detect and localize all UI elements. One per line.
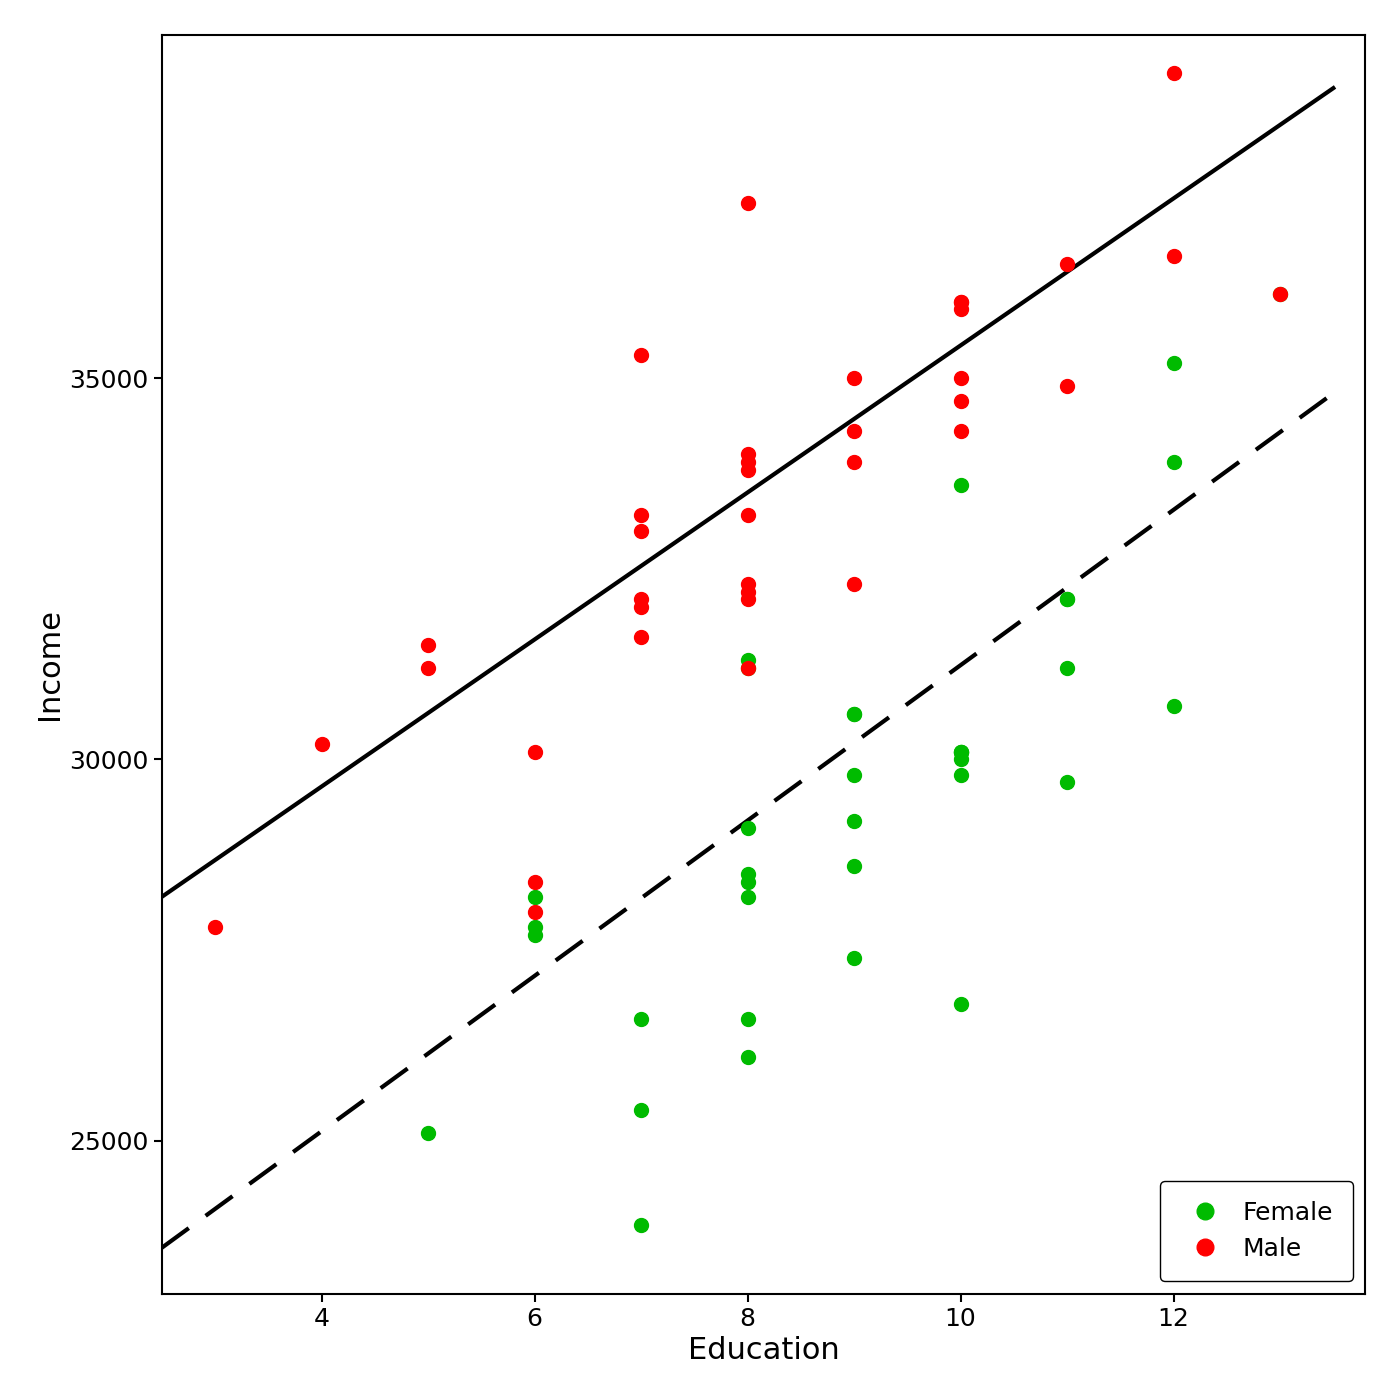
Point bbox=[736, 451, 759, 473]
Point bbox=[524, 916, 546, 938]
Point bbox=[949, 763, 972, 785]
Point bbox=[630, 344, 652, 367]
Point bbox=[736, 650, 759, 672]
Point bbox=[1162, 451, 1184, 473]
Point bbox=[736, 581, 759, 603]
Point bbox=[630, 596, 652, 619]
Point bbox=[736, 458, 759, 480]
Point bbox=[311, 734, 333, 756]
Point bbox=[1162, 694, 1184, 717]
Point bbox=[843, 763, 865, 785]
Point bbox=[524, 924, 546, 946]
Point bbox=[843, 855, 865, 878]
Point bbox=[417, 1123, 440, 1145]
Point bbox=[630, 519, 652, 542]
Point bbox=[949, 741, 972, 763]
Point bbox=[1162, 245, 1184, 267]
Point bbox=[843, 420, 865, 442]
Point bbox=[843, 703, 865, 725]
Y-axis label: Income: Income bbox=[35, 608, 64, 720]
Point bbox=[736, 657, 759, 679]
Point bbox=[949, 389, 972, 412]
Point bbox=[949, 367, 972, 389]
Point bbox=[736, 657, 759, 679]
Point bbox=[736, 886, 759, 909]
Point bbox=[843, 703, 865, 725]
Point bbox=[417, 634, 440, 657]
Point bbox=[417, 657, 440, 679]
Point bbox=[524, 886, 546, 909]
Point bbox=[204, 916, 227, 938]
Point bbox=[630, 588, 652, 610]
Point bbox=[949, 741, 972, 763]
Legend: Female, Male: Female, Male bbox=[1159, 1180, 1352, 1281]
Point bbox=[949, 741, 972, 763]
Point bbox=[630, 626, 652, 648]
Point bbox=[843, 809, 865, 832]
Point bbox=[736, 504, 759, 526]
Point bbox=[949, 420, 972, 442]
Point bbox=[843, 367, 865, 389]
Point bbox=[1162, 62, 1184, 84]
Point bbox=[736, 192, 759, 214]
Point bbox=[1056, 374, 1078, 396]
Point bbox=[1268, 283, 1291, 305]
Point bbox=[949, 291, 972, 314]
Point bbox=[843, 946, 865, 969]
Point bbox=[1056, 588, 1078, 610]
Point bbox=[524, 741, 546, 763]
Point bbox=[843, 573, 865, 595]
Point bbox=[1056, 588, 1078, 610]
Point bbox=[630, 504, 652, 526]
Point bbox=[949, 473, 972, 496]
Point bbox=[736, 1008, 759, 1030]
Point bbox=[843, 451, 865, 473]
Point bbox=[736, 1046, 759, 1068]
Point bbox=[1056, 771, 1078, 794]
Point bbox=[949, 748, 972, 770]
Point bbox=[1056, 252, 1078, 274]
Point bbox=[1056, 657, 1078, 679]
Point bbox=[949, 993, 972, 1015]
Point bbox=[524, 900, 546, 923]
Point bbox=[736, 588, 759, 610]
Point bbox=[736, 444, 759, 466]
Point bbox=[736, 573, 759, 595]
Point bbox=[949, 298, 972, 321]
Point bbox=[736, 871, 759, 893]
Point bbox=[949, 291, 972, 314]
Point bbox=[630, 1099, 652, 1121]
Point bbox=[736, 818, 759, 840]
Point bbox=[630, 1214, 652, 1236]
X-axis label: Education: Education bbox=[687, 1336, 840, 1365]
Point bbox=[1268, 283, 1291, 305]
Point bbox=[630, 1008, 652, 1030]
Point bbox=[736, 862, 759, 885]
Point bbox=[524, 871, 546, 893]
Point bbox=[1162, 351, 1184, 374]
